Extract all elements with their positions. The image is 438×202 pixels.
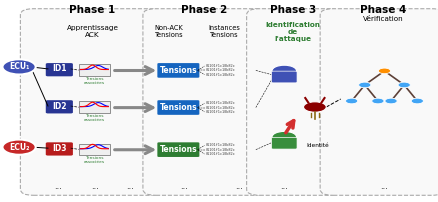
Text: ...: ... bbox=[180, 182, 188, 191]
Text: ID3: ID3 bbox=[52, 144, 67, 153]
Text: ...: ... bbox=[126, 182, 134, 191]
Circle shape bbox=[371, 98, 383, 104]
FancyBboxPatch shape bbox=[157, 100, 199, 115]
Text: ECU₂: ECU₂ bbox=[9, 143, 29, 152]
Text: 01101f1c10b82c: 01101f1c10b82c bbox=[205, 73, 235, 77]
Bar bbox=[78, 64, 110, 76]
Circle shape bbox=[358, 82, 370, 88]
Circle shape bbox=[3, 140, 35, 155]
Text: 01101f1c10b82c: 01101f1c10b82c bbox=[205, 110, 235, 114]
Circle shape bbox=[345, 98, 357, 104]
Text: ...: ... bbox=[91, 182, 99, 191]
Text: Phase 4: Phase 4 bbox=[360, 5, 406, 15]
FancyBboxPatch shape bbox=[271, 71, 297, 83]
Circle shape bbox=[397, 82, 410, 88]
Circle shape bbox=[410, 98, 423, 104]
Text: Vérification: Vérification bbox=[363, 16, 403, 22]
Circle shape bbox=[272, 65, 296, 76]
Text: ECU₁: ECU₁ bbox=[9, 62, 29, 71]
FancyBboxPatch shape bbox=[20, 9, 162, 195]
FancyBboxPatch shape bbox=[46, 63, 73, 76]
Text: ...: ... bbox=[53, 182, 61, 191]
Text: Instances
Tensions: Instances Tensions bbox=[208, 25, 239, 38]
Text: 01101f1c10b82c: 01101f1c10b82c bbox=[205, 64, 235, 68]
Text: Apprentissage
ACK: Apprentissage ACK bbox=[67, 25, 118, 38]
Text: 01101f1c10b82c: 01101f1c10b82c bbox=[205, 143, 235, 147]
FancyBboxPatch shape bbox=[46, 142, 73, 156]
Text: ID1: ID1 bbox=[52, 64, 67, 73]
FancyBboxPatch shape bbox=[319, 9, 438, 195]
Text: Tensions: Tensions bbox=[159, 103, 197, 112]
FancyBboxPatch shape bbox=[46, 100, 73, 114]
Text: ID2: ID2 bbox=[52, 102, 67, 110]
FancyBboxPatch shape bbox=[157, 142, 199, 157]
Circle shape bbox=[378, 68, 390, 74]
Text: Identification
de
l'attaque: Identification de l'attaque bbox=[265, 22, 320, 42]
FancyBboxPatch shape bbox=[246, 9, 340, 195]
Text: ...: ... bbox=[235, 182, 243, 191]
Text: Tensions
associées: Tensions associées bbox=[84, 156, 105, 164]
Text: Identité: Identité bbox=[305, 143, 328, 148]
Text: Tensions
associées: Tensions associées bbox=[84, 77, 105, 85]
Text: 01101f1c10b82c: 01101f1c10b82c bbox=[205, 105, 235, 109]
Circle shape bbox=[272, 132, 296, 143]
Text: 01101f1c10b82c: 01101f1c10b82c bbox=[205, 101, 235, 105]
Circle shape bbox=[303, 102, 325, 112]
Text: Tensions: Tensions bbox=[159, 145, 197, 154]
Bar bbox=[78, 144, 110, 155]
Text: Phase 3: Phase 3 bbox=[269, 5, 315, 15]
Circle shape bbox=[384, 98, 396, 104]
FancyBboxPatch shape bbox=[271, 137, 297, 149]
FancyBboxPatch shape bbox=[157, 63, 199, 78]
FancyBboxPatch shape bbox=[143, 9, 267, 195]
Text: Non-ACK
Tensions: Non-ACK Tensions bbox=[155, 25, 183, 38]
Circle shape bbox=[3, 59, 35, 75]
Text: 01101f1c10b82c: 01101f1c10b82c bbox=[205, 68, 235, 72]
Text: Phase 2: Phase 2 bbox=[180, 5, 227, 15]
Text: Tensions: Tensions bbox=[159, 66, 197, 75]
Text: ...: ... bbox=[380, 182, 388, 191]
Text: Phase 1: Phase 1 bbox=[69, 5, 116, 15]
Text: ...: ... bbox=[280, 182, 288, 191]
Text: 01101f1c10b82c: 01101f1c10b82c bbox=[205, 148, 235, 152]
Bar bbox=[78, 101, 110, 113]
Text: Tensions
associées: Tensions associées bbox=[84, 114, 105, 122]
Text: 01101f1c10b82c: 01101f1c10b82c bbox=[205, 152, 235, 156]
